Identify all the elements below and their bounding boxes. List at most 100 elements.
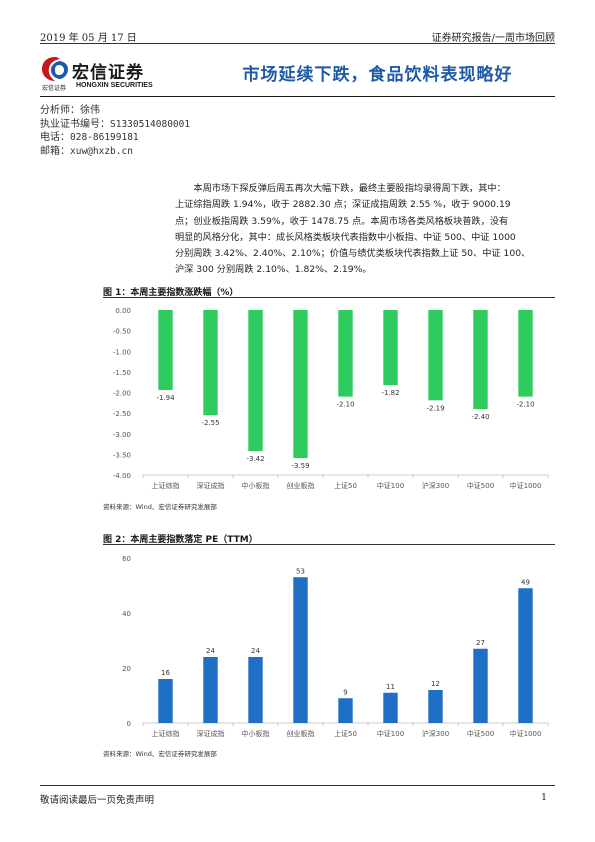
figure2-title: 图 2：本周主要指数落定 PE（TTM） <box>103 535 258 545</box>
bar <box>428 690 443 723</box>
x-tick-label: 上证50 <box>334 481 357 490</box>
title-divider <box>40 96 555 97</box>
bar <box>293 577 308 723</box>
figure2-source: 资料来源：Wind、宏信证券研究发展部 <box>103 750 217 758</box>
data-label: -3.42 <box>246 455 264 463</box>
figure1-title: 图 1：本周主要指数涨跌幅（%） <box>103 288 239 298</box>
x-tick-label: 中小板指 <box>242 481 270 490</box>
analyst-name: 徐伟 <box>80 105 100 116</box>
y-tick-label: -1.00 <box>113 348 131 356</box>
bar <box>158 679 173 723</box>
data-label: 9 <box>343 688 347 696</box>
summary-line: 明显的风格分化，其中：成长风格类板块代表指数中小板指、中证 500、中证 100… <box>175 231 516 243</box>
data-label: 11 <box>386 683 395 691</box>
x-tick-label: 中证1000 <box>510 729 542 738</box>
bar <box>383 692 398 723</box>
figure1-divider <box>103 297 555 298</box>
bar <box>338 698 353 723</box>
x-tick-label: 中证100 <box>377 729 404 738</box>
logo-name-cn: 宏信证券 <box>72 63 144 83</box>
data-label: -2.19 <box>426 404 444 412</box>
data-label: -2.55 <box>201 419 219 427</box>
header-divider <box>40 43 555 44</box>
bar <box>473 648 488 723</box>
data-label: 24 <box>251 647 260 655</box>
x-tick-label: 深证成指 <box>197 729 225 738</box>
page-number: 1 <box>540 792 547 803</box>
data-label: 53 <box>296 567 305 575</box>
data-label: 24 <box>206 647 215 655</box>
report-title: 市场延续下跌，食品饮料表现略好 <box>242 65 513 85</box>
y-tick-label: 40 <box>122 610 131 618</box>
x-tick-label: 中证100 <box>377 481 404 490</box>
y-tick-label: -3.00 <box>113 431 131 439</box>
bar <box>518 310 533 397</box>
x-tick-label: 中证500 <box>467 729 494 738</box>
analyst-phone-label: 电话： <box>40 132 70 143</box>
x-tick-label: 上证综指 <box>152 729 180 738</box>
bar <box>158 310 173 391</box>
x-tick-label: 创业板指 <box>287 481 315 490</box>
data-label: -3.59 <box>291 462 309 470</box>
company-logo: 宏信证券 宏信证券 HONGXIN SECURITIES <box>40 53 162 93</box>
y-tick-label: -4.00 <box>113 472 131 480</box>
data-label: -1.94 <box>156 394 175 402</box>
bar <box>338 310 353 397</box>
y-tick-label: -3.50 <box>113 451 131 459</box>
analyst-cert: S1330514080001 <box>110 118 191 130</box>
chart-index-change: 0.00 -0.50 -1.00 -1.50 -2.00 -2.50 -3.00 -3.50 -… <box>113 307 549 490</box>
analyst-name-label: 分析师： <box>40 105 80 116</box>
y-tick-label: 0.00 <box>115 307 131 315</box>
y-tick-label: -2.50 <box>113 410 131 418</box>
footer-divider <box>40 785 555 786</box>
y-tick-label: 20 <box>122 665 131 673</box>
bar <box>203 657 218 723</box>
x-tick-label: 上证50 <box>334 729 357 738</box>
data-label: 12 <box>431 680 440 688</box>
data-label: -2.10 <box>516 401 534 409</box>
x-tick-label: 中小板指 <box>242 729 270 738</box>
data-label: 16 <box>161 669 170 677</box>
summary-paragraph: 本周市场下探反弹后周五再次大幅下跌，最终主要股指均录得周下跌，其中： 上证综指周… <box>175 181 555 279</box>
x-tick-label: 沪深300 <box>422 481 449 490</box>
bar <box>293 310 308 459</box>
summary-line: 本周市场下探反弹后周五再次大幅下跌，最终主要股指均录得周下跌，其中： <box>193 183 506 194</box>
analyst-cert-label: 执业证书编号： <box>40 118 110 130</box>
summary-line: 分别周跌 3.42%、2.40%、2.10%；价值与绩优类板块代表指数上证 50… <box>175 248 531 260</box>
y-tick-label: -1.50 <box>113 369 131 377</box>
figure1-source: 资料来源：Wind、宏信证券研究发展部 <box>103 503 217 511</box>
logo-name-en: HONGXIN SECURITIES <box>76 82 153 89</box>
x-tick-label: 中证1000 <box>510 481 542 490</box>
summary-line: 沪深 300 分别周跌 2.10%、1.82%、2.19%。 <box>175 264 372 276</box>
bar <box>248 310 263 452</box>
analyst-email[interactable]: xuw@hxzb.cn <box>70 145 133 157</box>
data-label: 27 <box>476 639 485 647</box>
logo-sub-cn: 宏信证券 <box>42 85 67 92</box>
chart-index-pe: 0 20 40 60 16 上证综指 24 深证成指 24 中小板指 53 创业板指 9 上证50 11 中证… <box>122 555 549 738</box>
x-tick-label: 中证500 <box>467 481 494 490</box>
x-tick-label: 深证成指 <box>197 481 225 490</box>
data-label: 49 <box>521 578 530 586</box>
data-label: -1.82 <box>381 389 399 397</box>
bar <box>248 657 263 723</box>
x-tick-label: 创业板指 <box>287 729 315 738</box>
y-tick-label: 0 <box>127 720 131 728</box>
x-tick-label: 上证综指 <box>152 481 180 490</box>
x-tick-label: 沪深300 <box>422 729 449 738</box>
logo-emblem-icon <box>42 57 68 81</box>
data-label: -2.40 <box>471 413 489 421</box>
bar <box>203 310 218 416</box>
report-date: 2019 年 05 月 17 日 <box>40 33 137 44</box>
y-tick-label: 60 <box>122 555 131 563</box>
y-tick-label: -2.00 <box>113 390 131 398</box>
analyst-phone: 028-86199181 <box>70 132 139 143</box>
footer-disclaimer: 敬请阅读最后一页免责声明 <box>40 795 155 806</box>
y-tick-label: -0.50 <box>113 328 131 336</box>
report-category: 证券研究报告/一周市场回顾 <box>431 33 555 44</box>
bar <box>518 588 533 723</box>
analyst-info: 分析师：徐伟 执业证书编号：S1330514080001 电话：028-8619… <box>40 104 190 158</box>
bar <box>383 310 398 386</box>
analyst-email-label: 邮箱： <box>40 145 70 157</box>
summary-line: 上证综指周跌 1.94%，收于 2882.30 点；深证成指周跌 2.55 %，… <box>175 199 511 211</box>
figure2-divider <box>103 544 555 545</box>
